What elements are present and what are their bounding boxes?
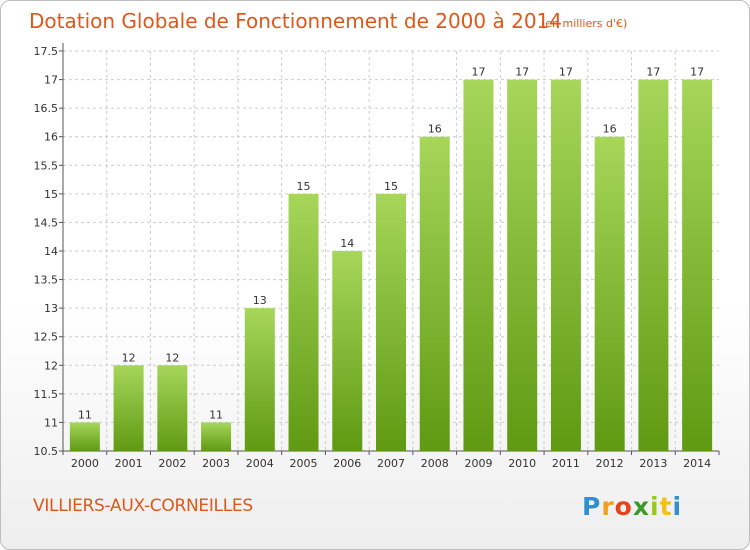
bar bbox=[157, 365, 188, 451]
y-tick-label: 15 bbox=[44, 188, 58, 201]
bar bbox=[376, 193, 406, 451]
bar bbox=[419, 136, 450, 451]
data-label: 16 bbox=[603, 123, 617, 136]
logo-letter: o bbox=[614, 492, 633, 521]
y-tick-label: 16.5 bbox=[34, 102, 59, 115]
bars bbox=[69, 79, 713, 452]
data-label: 14 bbox=[340, 237, 354, 250]
y-tick-label: 12 bbox=[44, 359, 58, 372]
bar bbox=[113, 365, 144, 451]
x-tick-label: 2005 bbox=[290, 457, 318, 470]
data-labels: 11 12 12 11 13 15 14 15 16 17 17 17 16 17 17 bbox=[78, 66, 704, 422]
logo-letter: P bbox=[582, 492, 602, 521]
y-tick-label: 13 bbox=[44, 302, 58, 315]
x-tick-label: 2012 bbox=[596, 457, 624, 470]
bar bbox=[594, 136, 625, 451]
data-label: 11 bbox=[209, 408, 223, 421]
bar bbox=[550, 79, 581, 452]
y-tick-label: 10.5 bbox=[34, 445, 59, 458]
y-tick-label: 11.5 bbox=[34, 388, 59, 401]
x-tick-label: 2010 bbox=[508, 457, 536, 470]
data-label: 11 bbox=[78, 408, 92, 421]
bar bbox=[682, 79, 713, 452]
x-tick-label: 2001 bbox=[115, 457, 143, 470]
y-tick-label: 15.5 bbox=[34, 159, 59, 172]
data-label: 16 bbox=[428, 123, 442, 136]
y-tick-label: 13.5 bbox=[34, 274, 59, 287]
bar bbox=[244, 308, 275, 451]
logo-letter: r bbox=[601, 492, 615, 521]
bar bbox=[638, 79, 669, 452]
y-ticks: 10.5 11 11.5 12 12.5 13 13.5 14 14.5 15 15.5 16 16.5… bbox=[34, 45, 59, 458]
x-tick-label: 2003 bbox=[202, 457, 230, 470]
y-tick-label: 14 bbox=[44, 245, 58, 258]
x-tick-label: 2011 bbox=[552, 457, 580, 470]
bar bbox=[463, 79, 494, 452]
bar bbox=[69, 422, 100, 451]
x-tick-label: 2007 bbox=[377, 457, 405, 470]
y-tick-label: 14.5 bbox=[34, 216, 59, 229]
logo-letter: i bbox=[672, 492, 683, 521]
data-label: 17 bbox=[690, 66, 704, 79]
chart-title: Dotation Globale de Fonctionnement de 20… bbox=[29, 9, 562, 33]
x-tick-label: 2004 bbox=[246, 457, 274, 470]
data-label: 17 bbox=[515, 66, 529, 79]
bar bbox=[201, 422, 232, 451]
data-label: 17 bbox=[646, 66, 660, 79]
data-label: 12 bbox=[165, 351, 179, 364]
bar bbox=[332, 251, 363, 451]
data-label: 17 bbox=[559, 66, 573, 79]
data-label: 15 bbox=[297, 180, 311, 193]
bar bbox=[507, 79, 538, 452]
x-tick-label: 2013 bbox=[639, 457, 667, 470]
data-label: 15 bbox=[384, 180, 398, 193]
logo-letter: i bbox=[650, 492, 660, 521]
data-label: 13 bbox=[253, 294, 267, 307]
y-tick-label: 17 bbox=[44, 74, 58, 87]
data-label: 12 bbox=[122, 351, 136, 364]
town-name: VILLIERS-AUX-CORNEILLES bbox=[33, 496, 253, 516]
x-tick-label: 2008 bbox=[421, 457, 449, 470]
proxiti-logo: Proxiti bbox=[582, 492, 682, 521]
bar bbox=[288, 193, 319, 451]
y-tick-label: 16 bbox=[44, 131, 58, 144]
data-label: 17 bbox=[471, 66, 485, 79]
x-tick-label: 2002 bbox=[158, 457, 186, 470]
y-tick-label: 17.5 bbox=[34, 45, 59, 58]
x-tick-label: 2009 bbox=[464, 457, 492, 470]
y-tick-label: 12.5 bbox=[34, 331, 59, 344]
x-ticks: 2000 2001 2002 2003 2004 2005 2006 2007 2008 2009… bbox=[71, 457, 711, 470]
y-tick-label: 11 bbox=[44, 416, 58, 429]
x-tick-label: 2006 bbox=[333, 457, 361, 470]
x-tick-label: 2000 bbox=[71, 457, 99, 470]
logo-letter: t bbox=[659, 492, 673, 521]
x-tick-label: 2014 bbox=[683, 457, 711, 470]
logo-letter: x bbox=[632, 492, 650, 521]
chart-subtitle: (en milliers d'€) bbox=[541, 17, 628, 30]
